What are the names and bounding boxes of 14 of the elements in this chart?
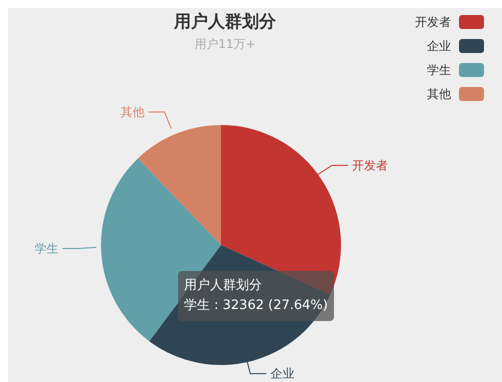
legend-label: 其他 (427, 86, 451, 102)
slice-label: 学生 (34, 241, 58, 256)
legend-label: 企业 (427, 38, 451, 54)
pie-slice (138, 125, 221, 245)
slice-label: 其他 (120, 104, 145, 119)
text: 学生 : 32362 (27.64%) (184, 297, 328, 315)
pie-slice (101, 158, 221, 342)
slice-label: 开发者 (352, 158, 388, 172)
legend-label: 开发者 (415, 14, 451, 30)
legend-label: 学生 (427, 62, 451, 78)
chart-title: 用户人群划分 (174, 12, 276, 32)
text: 用户人群划分 (184, 277, 263, 295)
slice-label: 企业 (270, 366, 294, 381)
text: 用户11万+ (194, 37, 256, 51)
